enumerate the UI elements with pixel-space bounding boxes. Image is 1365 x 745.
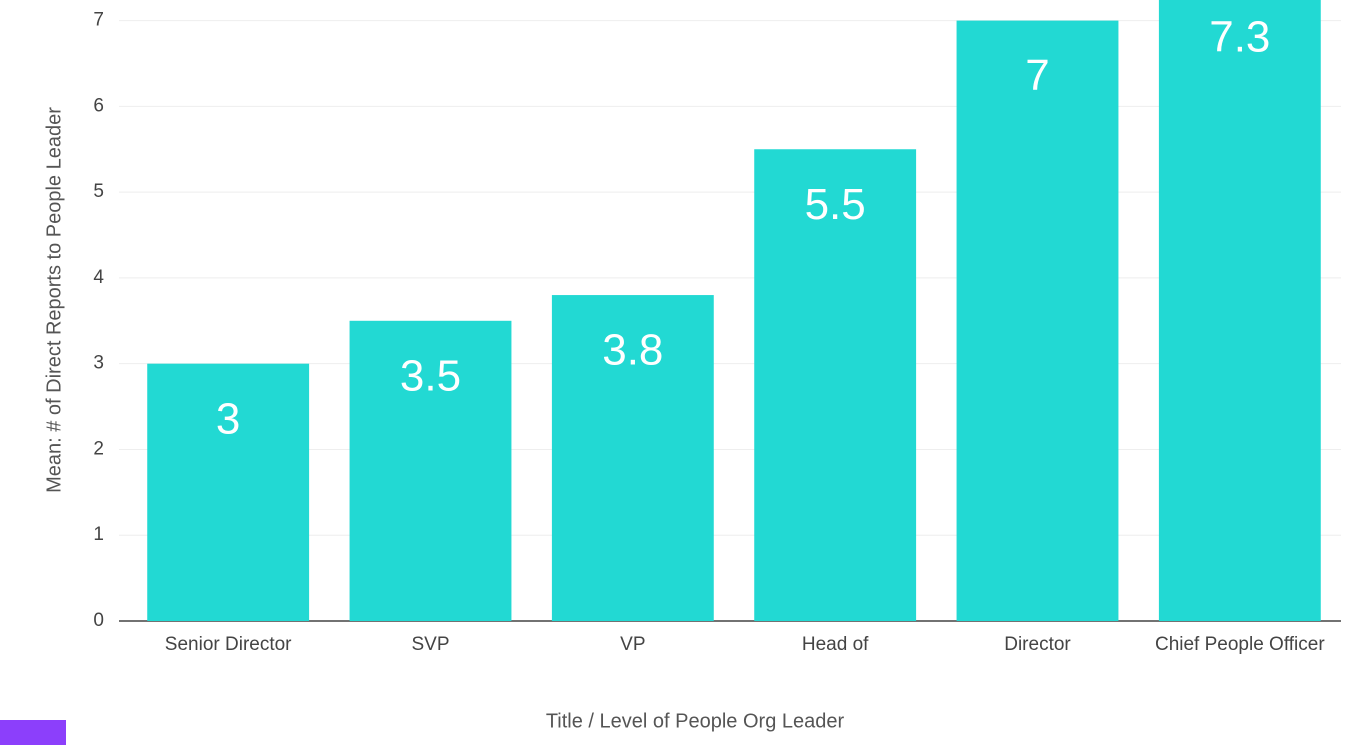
- bar: [754, 149, 917, 621]
- y-tick-label: 7: [93, 10, 104, 31]
- grid: [119, 20, 1341, 622]
- y-tick-label: 1: [93, 524, 104, 545]
- value-label: 7.3: [1209, 13, 1270, 62]
- x-axis-title: Title / Level of People Org Leader: [546, 710, 845, 732]
- value-label: 3: [216, 394, 240, 443]
- bar: [1158, 0, 1321, 622]
- bar: [551, 295, 714, 621]
- x-tick-label: Chief People Officer: [1155, 634, 1325, 655]
- y-tick-label: 6: [93, 95, 104, 116]
- x-tick-label: Senior Director: [165, 634, 292, 655]
- value-label: 5.5: [805, 180, 866, 229]
- bar: [349, 320, 512, 621]
- bar: [147, 363, 310, 621]
- value-label: 3.8: [602, 326, 663, 375]
- bars: [147, 0, 1321, 622]
- y-tick-label: 3: [93, 353, 104, 374]
- bar: [956, 20, 1119, 622]
- y-tick-label: 4: [93, 267, 104, 288]
- y-axis-title: Mean: # of Direct Reports to People Lead…: [43, 107, 65, 493]
- value-label: 3.5: [400, 351, 461, 400]
- x-tick-label: Head of: [802, 634, 869, 655]
- x-tick-label: VP: [620, 634, 645, 655]
- x-tick-label: Director: [1004, 634, 1071, 655]
- y-tick-label: 0: [93, 610, 104, 631]
- value-label: 7: [1025, 51, 1049, 100]
- y-tick-label: 2: [93, 438, 104, 459]
- x-tick-label: SVP: [411, 634, 449, 655]
- purple-tab: [0, 720, 66, 745]
- y-tick-label: 5: [93, 181, 104, 202]
